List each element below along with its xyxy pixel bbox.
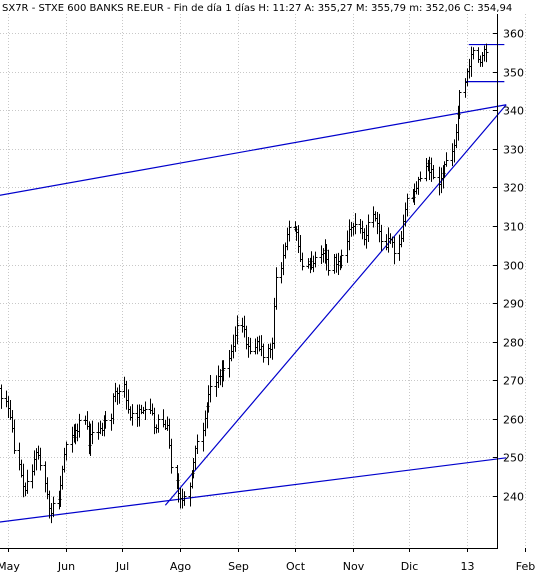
price-bar	[287, 220, 292, 242]
price-bars-layer	[0, 43, 489, 524]
price-bar	[117, 384, 122, 404]
price-bar	[484, 43, 489, 63]
y-tick-label: 360	[503, 28, 524, 41]
y-tick-label: 300	[503, 260, 524, 273]
price-bar	[12, 419, 17, 454]
price-bar	[248, 337, 253, 355]
price-bar	[195, 434, 200, 454]
trendline	[164, 104, 507, 506]
price-bar	[143, 401, 148, 420]
x-tick-label: Ago	[170, 560, 192, 572]
y-tick-label: 270	[503, 375, 524, 388]
y-tick-label: 330	[503, 144, 524, 157]
price-bar	[182, 491, 187, 506]
price-bar	[353, 213, 358, 235]
price-bar	[103, 410, 108, 429]
price-bar	[77, 413, 82, 438]
price-bar	[457, 89, 462, 119]
price-bar	[0, 384, 4, 409]
price-bar	[326, 249, 331, 276]
price-bar	[90, 420, 95, 445]
price-bar	[471, 47, 476, 60]
trendline	[0, 457, 507, 523]
price-bar	[156, 414, 161, 433]
price-bar	[405, 193, 410, 217]
price-bar	[261, 343, 266, 363]
x-tick-label: Jul	[115, 560, 129, 572]
x-axis: May Jun Jul Ago Sep Oct Nov Dic 13 Feb	[0, 548, 535, 573]
price-bar	[208, 374, 213, 403]
x-tick-label: Jun	[57, 560, 75, 572]
chart-header: SX7R - STXE 600 BANKS RE.EUR - Fin de dí…	[2, 2, 512, 14]
price-bar	[25, 469, 30, 494]
y-tick-label: 320	[503, 182, 524, 195]
y-tick-label: 290	[503, 298, 524, 311]
x-tick-label: May	[0, 560, 20, 572]
price-bar	[366, 214, 371, 242]
price-bar	[64, 441, 69, 461]
trendline	[0, 104, 507, 196]
y-tick-label: 240	[503, 491, 524, 504]
price-bar	[130, 404, 135, 426]
y-tick-label: 280	[503, 337, 524, 350]
y-axis: 240 250 260 270 280 290 300 310 320 330 340 350 360	[493, 14, 524, 548]
x-tick-label: 13	[461, 560, 475, 572]
price-bar	[379, 224, 384, 251]
x-tick-label: Oct	[286, 560, 306, 572]
trendline-layer	[0, 43, 507, 523]
price-bar	[38, 447, 43, 471]
y-tick-label: 250	[503, 452, 524, 465]
x-tick-label: Sep	[228, 560, 249, 572]
price-bar	[431, 164, 436, 180]
x-tick-label: Dic	[401, 560, 419, 572]
price-bar	[51, 496, 56, 518]
x-tick-label: Nov	[343, 560, 365, 572]
y-tick-label: 340	[503, 105, 524, 118]
y-tick-label: 310	[503, 221, 524, 234]
price-bar	[444, 152, 449, 167]
price-bar	[339, 249, 344, 269]
price-bar	[221, 360, 226, 382]
price-bar	[418, 171, 423, 182]
price-bar	[313, 251, 318, 268]
y-tick-label: 260	[503, 414, 524, 427]
x-tick-label: Feb	[516, 560, 535, 572]
price-bar	[392, 236, 397, 265]
price-bar	[300, 252, 305, 271]
price-bar	[169, 438, 174, 474]
price-bar	[235, 315, 240, 345]
y-tick-label: 350	[503, 67, 524, 80]
price-bar	[274, 267, 279, 310]
